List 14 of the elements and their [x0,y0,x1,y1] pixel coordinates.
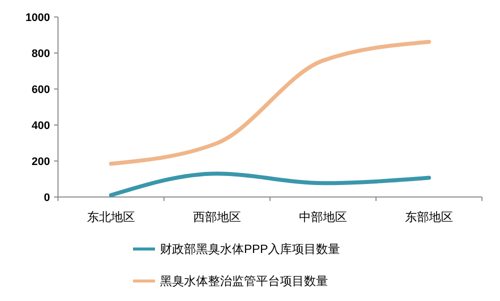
y-tick-label: 600 [32,84,50,96]
line-series [109,172,431,198]
legend-label: 黑臭水体整治监管平台项目数量 [160,274,328,288]
x-tick-label: 中部地区 [299,210,347,224]
y-tick-label: 1000 [26,12,50,24]
y-tick-label: 800 [32,48,50,60]
line-series [109,40,431,166]
x-tick-label: 东北地区 [87,210,135,224]
y-tick-label: 200 [32,156,50,168]
x-tick-label: 东部地区 [405,210,453,224]
y-tick-label: 0 [44,192,50,204]
legend-label: 财政部黑臭水体PPP入库项目数量 [160,242,340,256]
y-tick-label: 400 [32,120,50,132]
x-tick-label: 西部地区 [193,210,241,224]
